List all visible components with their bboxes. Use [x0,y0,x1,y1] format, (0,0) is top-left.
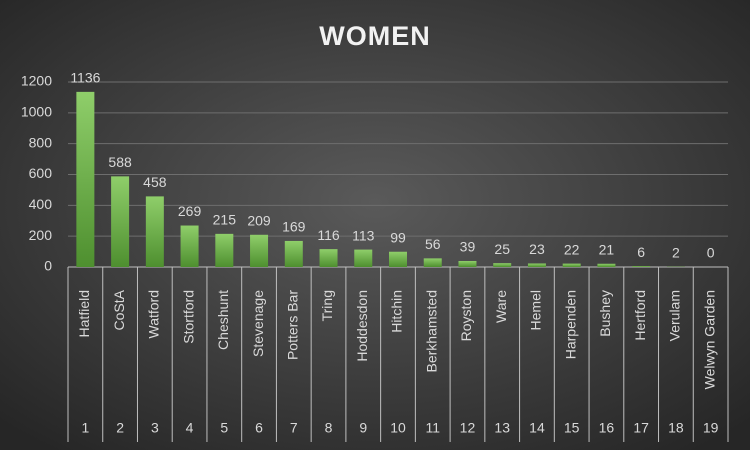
data-label: 21 [599,241,615,257]
bar [180,225,199,267]
data-label: 22 [564,241,580,257]
y-tick-label: 400 [29,196,53,212]
x-tick-label: Watford [146,290,162,339]
y-tick-label: 0 [44,258,52,274]
data-label: 215 [213,212,237,228]
category-number: 15 [564,420,580,436]
y-tick-label: 600 [29,165,53,181]
x-tick-label: Bushey [597,290,613,337]
data-label: 113 [352,227,375,243]
data-label: 169 [282,219,306,235]
category-number: 14 [529,420,545,436]
category-number: 1 [81,420,89,436]
data-label: 0 [707,245,715,261]
bar [389,251,407,267]
data-label: 269 [178,203,202,219]
bar [423,258,442,267]
x-tick-label: Potters Bar [284,290,300,360]
category-number: 16 [599,420,615,436]
bar [76,91,95,267]
category-number: 11 [425,420,440,436]
data-label: 588 [108,154,132,170]
category-number: 10 [390,420,406,436]
bar [458,260,477,267]
data-label: 23 [529,241,545,257]
x-tick-label: CoStA [111,289,127,330]
x-tick-label: Harpenden [562,290,578,359]
bar [632,266,651,267]
x-tick-label: Stevenage [250,290,266,357]
category-number: 7 [290,420,298,436]
category-number: 3 [151,420,159,436]
bar [562,263,581,267]
data-label: 116 [317,227,340,243]
data-label: 6 [637,244,645,260]
chart-title: WOMEN [319,21,430,51]
category-number: 2 [116,420,124,436]
category-number: 17 [633,420,649,436]
category-number: 8 [325,420,333,436]
data-label: 25 [494,241,510,257]
data-label: 2 [672,244,680,260]
x-tick-label: Welwyn Garden [701,290,717,389]
bar [354,249,373,267]
category-number: 12 [460,420,476,436]
x-tick-label: Hemel [528,290,544,330]
bar [597,263,616,267]
bar [284,240,303,267]
category-number: 4 [186,420,194,436]
x-tick-label: Cheshunt [215,290,231,350]
data-label: 209 [247,212,271,228]
x-tick-label: Hoddesdon [354,290,370,362]
x-tick-label: Royston [458,290,474,341]
bar [250,234,269,267]
x-tick-label: Hitchin [389,290,405,333]
bar [145,196,164,267]
category-number: 19 [703,420,719,436]
x-tick-label: Hertford [632,290,648,341]
x-tick-label: Berkhamsted [423,290,439,372]
bar [527,263,546,267]
data-label: 39 [460,239,476,255]
bar [493,263,512,267]
category-number: 9 [359,420,367,436]
category-number: 5 [220,420,228,436]
y-tick-label: 200 [29,227,53,243]
x-tick-label: Hatfield [76,290,92,337]
y-tick-label: 1200 [21,73,52,89]
y-tick-label: 1000 [21,104,52,120]
category-number: 18 [668,420,684,436]
category-number: 13 [494,420,510,436]
y-tick-label: 800 [29,134,53,150]
x-tick-label: Tring [319,290,335,321]
x-tick-label: Ware [493,290,509,323]
bar [319,249,338,267]
data-label: 56 [425,236,441,252]
data-label: 99 [390,229,406,245]
x-tick-label: Stortford [180,290,196,344]
bar [111,176,130,267]
data-label: 1136 [70,70,100,86]
category-number: 6 [255,420,263,436]
data-label: 458 [143,174,167,190]
x-tick-label: Verulam [667,290,683,341]
bar [215,233,234,267]
